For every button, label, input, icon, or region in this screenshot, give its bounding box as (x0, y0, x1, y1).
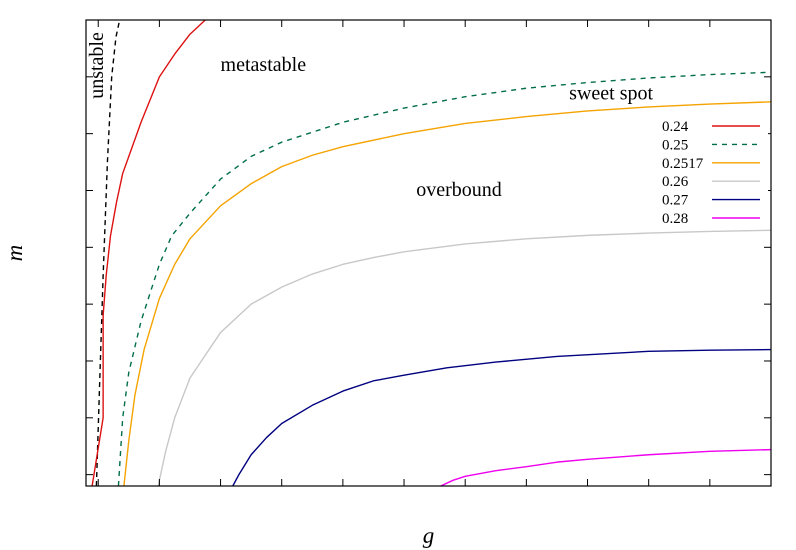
y-axis-label: m (2, 245, 27, 262)
series-line-0-28 (440, 448, 771, 486)
annotation-overbound: overbound (416, 179, 502, 201)
annotation-sweet-spot: sweet spot (569, 83, 653, 105)
annotation-metastable: metastable (221, 54, 307, 76)
legend-label-0-27: 0.27 (662, 193, 689, 209)
legend-label-0-25: 0.25 (662, 137, 688, 153)
legend: 0.24 0.25 0.2517 0.26 0.27 0.28 (652, 114, 768, 229)
region-annotations: unstable metastable sweet spot overbound (86, 32, 653, 201)
legend-label-0-24: 0.24 (662, 119, 689, 135)
x-axis-label: g (423, 523, 435, 548)
plot-frame (85, 19, 772, 487)
legend-label-0-2517: 0.2517 (662, 156, 704, 172)
legend-label-0-28: 0.28 (662, 211, 688, 227)
legend-background (652, 114, 768, 229)
series-line-0-2517 (123, 101, 771, 486)
legend-label-0-26: 0.26 (662, 174, 689, 190)
series-line-0-27 (232, 348, 771, 486)
axis-ticks (86, 19, 772, 486)
series-line-boundary (95, 20, 121, 486)
series-line-0-26 (157, 229, 771, 486)
annotation-unstable: unstable (86, 32, 108, 99)
series-line-0-24 (91, 20, 206, 486)
series-lines (91, 20, 771, 486)
